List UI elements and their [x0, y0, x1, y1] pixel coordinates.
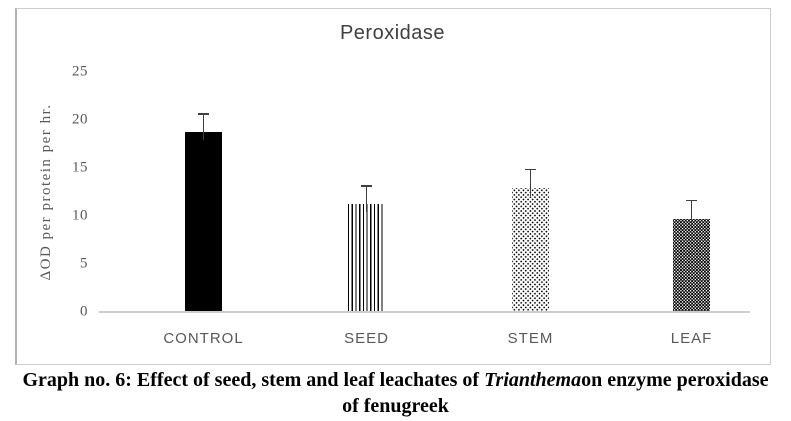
error-bar-cap-control — [198, 113, 209, 115]
bar-leaf — [673, 218, 710, 311]
bar-control — [185, 131, 222, 311]
y-tick-5: 5 — [80, 255, 88, 272]
y-tick-20: 20 — [72, 111, 88, 128]
caption-text-suffix: on enzyme peroxidase — [581, 369, 769, 391]
caption-line-2: of fenugreek — [342, 395, 449, 417]
y-tick-0: 0 — [80, 303, 88, 320]
y-tick-10: 10 — [72, 207, 88, 224]
caption-line-1: Graph no. 6: Effect of seed, stem and le… — [0, 367, 791, 393]
caption-text: Graph no. 6: Effect of seed, stem and le… — [22, 369, 485, 391]
error-bar-cap-leaf — [686, 199, 697, 202]
error-bar-whisker-stem — [529, 168, 532, 197]
y-tick-15: 15 — [72, 159, 88, 176]
error-bar-whisker-seed — [365, 185, 368, 212]
error-bar-cap-seed — [361, 185, 372, 187]
x-category-label-seed: SEED — [344, 330, 389, 347]
caption-species-name: Trianthema — [484, 369, 582, 391]
chart-frame — [15, 8, 771, 365]
error-bar-whisker-leaf — [690, 199, 693, 227]
y-tick-25: 25 — [72, 63, 88, 80]
error-bar-whisker-control — [202, 113, 205, 140]
bar-seed — [348, 203, 385, 311]
chart-title: Peroxidase — [339, 22, 446, 44]
error-bar-cap-stem — [525, 168, 536, 171]
x-category-label-stem: STEM — [507, 330, 554, 347]
x-category-label-leaf: LEAF — [670, 330, 713, 347]
x-axis-line — [99, 311, 750, 313]
bar-stem — [512, 188, 549, 311]
figure-caption: Graph no. 6: Effect of seed, stem and le… — [0, 367, 791, 419]
x-category-label-control: CONTROL — [163, 330, 244, 347]
